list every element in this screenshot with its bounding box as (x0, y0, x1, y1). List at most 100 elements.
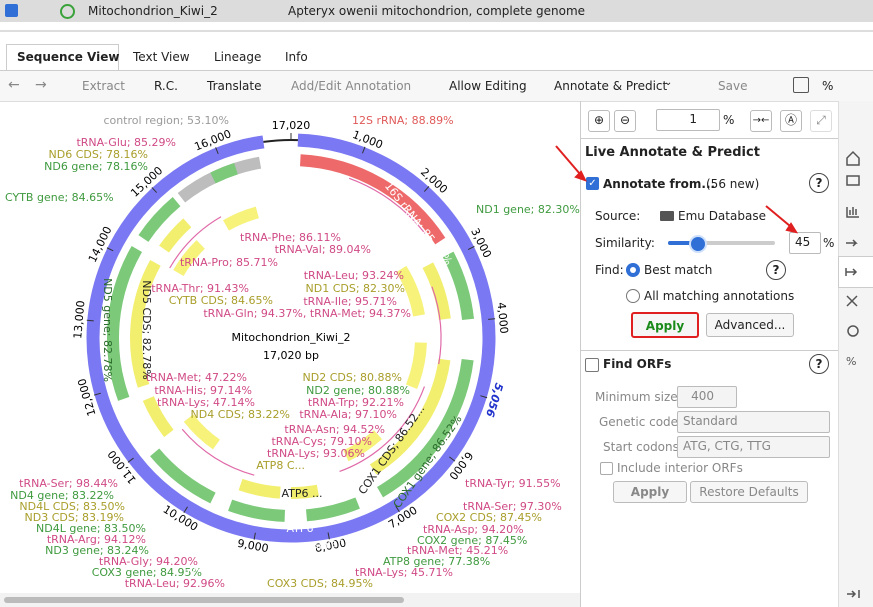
zoom-icon[interactable]: Ⓐ (780, 110, 802, 132)
status-icon (60, 4, 75, 19)
cds-arc (369, 358, 451, 475)
radio[interactable] (626, 289, 640, 303)
gene-arc (107, 246, 143, 401)
zoom-in[interactable]: ⊕ (588, 110, 610, 132)
sequence-row[interactable] (0, 0, 873, 22)
trna-leader (339, 386, 425, 472)
checkbox[interactable] (585, 358, 599, 372)
checkbox[interactable] (600, 462, 613, 475)
field-label: Start codons: (603, 440, 683, 454)
annotation-label: ND3 gene; 83.24% (45, 544, 149, 557)
scale-tick-label: 4,000 (495, 302, 511, 335)
sequence-name: Mitochondrion_Kiwi_2 (88, 4, 218, 18)
advanced-button[interactable]: Advanced... (706, 313, 794, 337)
row-checkbox[interactable] (5, 4, 18, 17)
cds-arc (422, 262, 451, 320)
checkbox-label[interactable]: Include interior ORFs (617, 461, 743, 475)
scale-tick (423, 186, 430, 192)
field-label: Find: (595, 263, 624, 277)
tab-label[interactable]: Lineage (214, 50, 262, 64)
forward-icon[interactable]: → (35, 77, 47, 93)
source-value[interactable]: Emu Database (678, 209, 766, 223)
checkbox-label[interactable]: Annotate from... (603, 177, 716, 191)
tab-label[interactable]: Info (285, 50, 308, 64)
cds-arc (343, 430, 383, 462)
splitter (0, 30, 873, 32)
radio-label[interactable]: All matching annotations (644, 289, 795, 303)
dropdown-arrow[interactable]: ⌄ (664, 77, 673, 88)
scale-tick (449, 456, 456, 462)
divider (581, 350, 838, 351)
annotation-label: tRNA-Glu; 85.29% (76, 136, 176, 149)
scale-tick (395, 505, 400, 513)
annotation-label: control region; 53.10% (103, 114, 229, 127)
gene-arc (150, 448, 216, 504)
restore-button[interactable]: Restore Defaults (690, 481, 808, 503)
annotation-label: tRNA-Ala; 97.10% (299, 408, 397, 421)
scale-tick (467, 245, 475, 250)
genetic-code-select[interactable]: Standard (677, 411, 830, 433)
min-size-input[interactable]: 400 (677, 386, 737, 408)
similarity-input[interactable]: 45 (789, 232, 821, 254)
field-label: Source: (595, 209, 641, 223)
toolbar-button[interactable]: Save (718, 79, 748, 93)
help-icon[interactable]: ? (766, 260, 786, 280)
feature-label: ATP6 ... (281, 487, 322, 500)
trna-leader (431, 286, 442, 365)
annotation-label: ND2 gene; 80.88% (306, 384, 410, 397)
annotation-label: tRNA-Arg; 94.12% (47, 533, 146, 546)
toolbar-button[interactable]: Add/Edit Annotation (291, 79, 412, 93)
side-tab-active[interactable] (838, 256, 873, 288)
scroll-thumb[interactable] (4, 597, 404, 603)
annotation-label: tRNA-Gly; 94.20% (99, 555, 198, 568)
annotation-label: tRNA-Ser; 97.30% (463, 500, 562, 513)
annotation-label: ND6 gene; 78.16% (44, 160, 148, 173)
toolbar-button[interactable]: Translate (207, 79, 262, 93)
toolbar-button[interactable]: Allow Editing (449, 79, 527, 93)
source-ring (86, 133, 496, 543)
similarity-unit: % (823, 236, 835, 250)
field-label: Minimum size: (595, 390, 682, 404)
minimize-icon[interactable] (793, 77, 809, 93)
start-codons-input[interactable]: ATG, CTG, TTG (677, 436, 830, 458)
help-icon[interactable]: ? (809, 173, 829, 193)
toolbar-button[interactable]: R.C. (154, 79, 178, 93)
annotation-label: 12S rRNA; 88.89% (352, 114, 454, 127)
tab-label[interactable]: Sequence View (17, 50, 120, 64)
annotation-label: COX3 gene; 84.95% (92, 566, 202, 579)
apply-button[interactable]: Apply (613, 481, 687, 503)
tab-label[interactable]: Text View (133, 50, 190, 64)
radio-selected[interactable] (626, 263, 640, 277)
zoom-unit: % (723, 113, 735, 127)
annotation-label: ND4L CDS; 83.50% (19, 500, 125, 513)
circular-map: Mitochondrion_Kiwi_217,020 bp17,0201,000… (5, 114, 580, 590)
apply-button[interactable]: Apply (631, 312, 699, 338)
annotation-label: COX2 gene; 87.45% (417, 534, 527, 547)
percent-icon[interactable]: % (822, 79, 834, 93)
toolbar-button[interactable]: Extract (82, 79, 125, 93)
expand-icon[interactable]: ⤢ (810, 110, 832, 132)
zoom-input[interactable]: 1 (656, 109, 720, 131)
back-icon[interactable]: ← (8, 77, 20, 93)
trna-leader (348, 177, 426, 234)
fit-icon[interactable]: →← (750, 110, 772, 132)
zoom-out[interactable]: ⊖ (614, 110, 636, 132)
checkbox[interactable]: ✓ (586, 177, 599, 190)
annotation-label: tRNA-Trp; 92.21% (308, 396, 404, 409)
sequence-length: 17,020 bp (263, 349, 319, 362)
divider (0, 70, 873, 71)
toolbar-button[interactable]: Annotate & Predict (554, 79, 668, 93)
section-title: Live Annotate & Predict (585, 145, 760, 160)
slider-track[interactable] (668, 241, 775, 245)
annotation-label: tRNA-Pro; 85.71% (180, 256, 278, 269)
checkbox-label[interactable]: Find ORFs (603, 357, 672, 371)
slider-knob[interactable] (689, 235, 707, 253)
annotation-label: tRNA-Cys; 79.10% (271, 435, 372, 448)
scale-tick (183, 506, 188, 514)
help-icon[interactable]: ? (809, 354, 829, 374)
radio-label[interactable]: Best match (644, 263, 713, 277)
annotation-label: ATP8 gene; 77.38% (383, 555, 490, 568)
divider (580, 101, 581, 607)
annotation-label: ND3 CDS; 83.19% (25, 511, 124, 524)
